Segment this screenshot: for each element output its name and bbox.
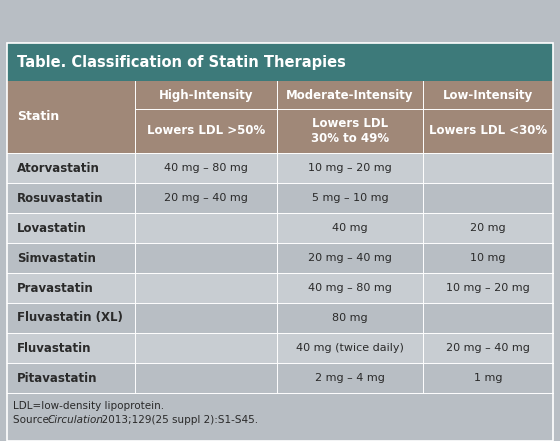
Text: Table. Classification of Statin Therapies: Table. Classification of Statin Therapie… [17, 55, 346, 70]
Text: Lowers LDL
30% to 49%: Lowers LDL 30% to 49% [311, 117, 389, 145]
Text: 80 mg: 80 mg [332, 313, 368, 323]
Text: 40 mg: 40 mg [332, 223, 368, 233]
Text: 20 mg – 40 mg: 20 mg – 40 mg [164, 193, 248, 203]
Text: 20 mg – 40 mg: 20 mg – 40 mg [308, 253, 392, 263]
Text: 5 mg – 10 mg: 5 mg – 10 mg [312, 193, 388, 203]
Text: 40 mg – 80 mg: 40 mg – 80 mg [164, 163, 248, 173]
Text: Rosuvastatin: Rosuvastatin [17, 191, 104, 205]
Text: Source:: Source: [13, 415, 56, 425]
Text: Lovastatin: Lovastatin [17, 221, 87, 235]
Text: Atorvastatin: Atorvastatin [17, 161, 100, 175]
Text: Lowers LDL >50%: Lowers LDL >50% [147, 124, 265, 138]
Text: High-Intensity: High-Intensity [158, 89, 253, 101]
Text: Fluvastatin: Fluvastatin [17, 341, 91, 355]
Text: Moderate-Intensity: Moderate-Intensity [286, 89, 414, 101]
Text: 40 mg – 80 mg: 40 mg – 80 mg [308, 283, 392, 293]
Text: 1 mg: 1 mg [474, 373, 502, 383]
Text: 10 mg – 20 mg: 10 mg – 20 mg [308, 163, 392, 173]
Text: Circulation: Circulation [48, 415, 104, 425]
Text: Statin: Statin [17, 111, 59, 123]
Text: Simvastatin: Simvastatin [17, 251, 96, 265]
Text: Low-Intensity: Low-Intensity [443, 89, 533, 101]
Text: LDL=low-density lipoprotein.: LDL=low-density lipoprotein. [13, 401, 164, 411]
Text: Pravastatin: Pravastatin [17, 281, 94, 295]
Text: 40 mg (twice daily): 40 mg (twice daily) [296, 343, 404, 353]
Text: Fluvastatin (XL): Fluvastatin (XL) [17, 311, 123, 325]
Text: . 2013;129(25 suppl 2):S1-S45.: . 2013;129(25 suppl 2):S1-S45. [95, 415, 258, 425]
Text: 10 mg: 10 mg [470, 253, 506, 263]
Text: 10 mg – 20 mg: 10 mg – 20 mg [446, 283, 530, 293]
Text: Pitavastatin: Pitavastatin [17, 371, 97, 385]
Text: Lowers LDL <30%: Lowers LDL <30% [429, 124, 547, 138]
Text: 20 mg – 40 mg: 20 mg – 40 mg [446, 343, 530, 353]
Text: 2 mg – 4 mg: 2 mg – 4 mg [315, 373, 385, 383]
Text: 20 mg: 20 mg [470, 223, 506, 233]
